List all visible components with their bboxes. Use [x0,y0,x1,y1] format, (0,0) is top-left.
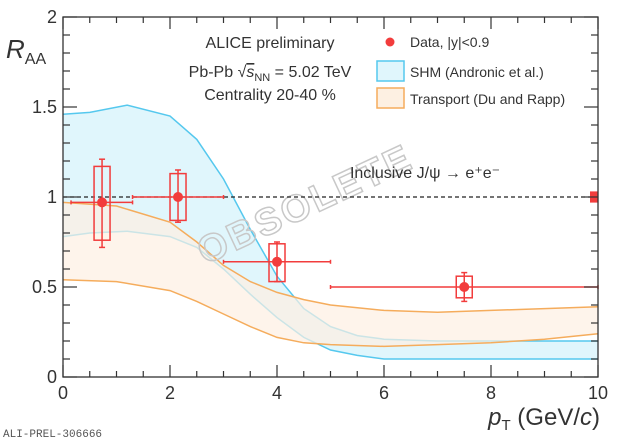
data-marker [459,282,470,292]
system-label: Pb-Pb √sNN = 5.02 TeV [189,64,352,84]
sys-error-box [268,243,286,283]
x-tick-label: 0 [58,383,68,403]
x-tick-label: 4 [272,383,282,403]
y-tick-label: 2 [47,7,57,27]
x-tick-label: 8 [486,383,496,403]
y-tick-label: 0 [47,367,57,387]
sys-error-box [169,172,187,222]
legend-shm-swatch [376,60,405,82]
shm-band [63,105,598,359]
x-tick-label: 10 [588,383,608,403]
y-axis-title: RAA [6,34,46,68]
data-marker [173,192,184,202]
y-tick-label: 1 [47,187,57,207]
process-label: Inclusive J/ψ → e⁺e⁻ [350,165,500,182]
collab-label: ALICE preliminary [206,35,335,52]
figure-id: ALI-PREL-306666 [3,429,102,441]
y-tick-label: 1.5 [32,97,57,117]
x-tick-label: 2 [165,383,175,403]
legend-transport-label: Transport (Du and Rapp) [410,91,565,107]
data-point [222,241,332,283]
legend-data-marker [385,37,395,47]
data-marker [97,197,108,208]
legend-shm-label: SHM (Andronic et al.) [410,64,544,80]
sys-error-box [455,275,473,299]
data-point [131,169,225,223]
legend: Data, |y|<0.9 SHM (Andronic et al.) Tran… [376,34,565,109]
data-point [70,158,134,249]
legend-data-label: Data, |y|<0.9 [410,34,489,50]
x-tick-label: 6 [379,383,389,403]
legend-transport-swatch [376,87,405,109]
transport-band [63,202,598,347]
sys-error-box [93,165,111,241]
x-axis-title: pT (GeV/c) [487,404,600,434]
transport-lower-line [62,279,599,348]
y-tick-label: 0.5 [32,277,57,297]
centrality-label: Centrality 20-40 % [204,87,336,104]
transport-upper-line [62,201,599,313]
data-point [329,271,599,303]
data-marker [272,256,282,267]
